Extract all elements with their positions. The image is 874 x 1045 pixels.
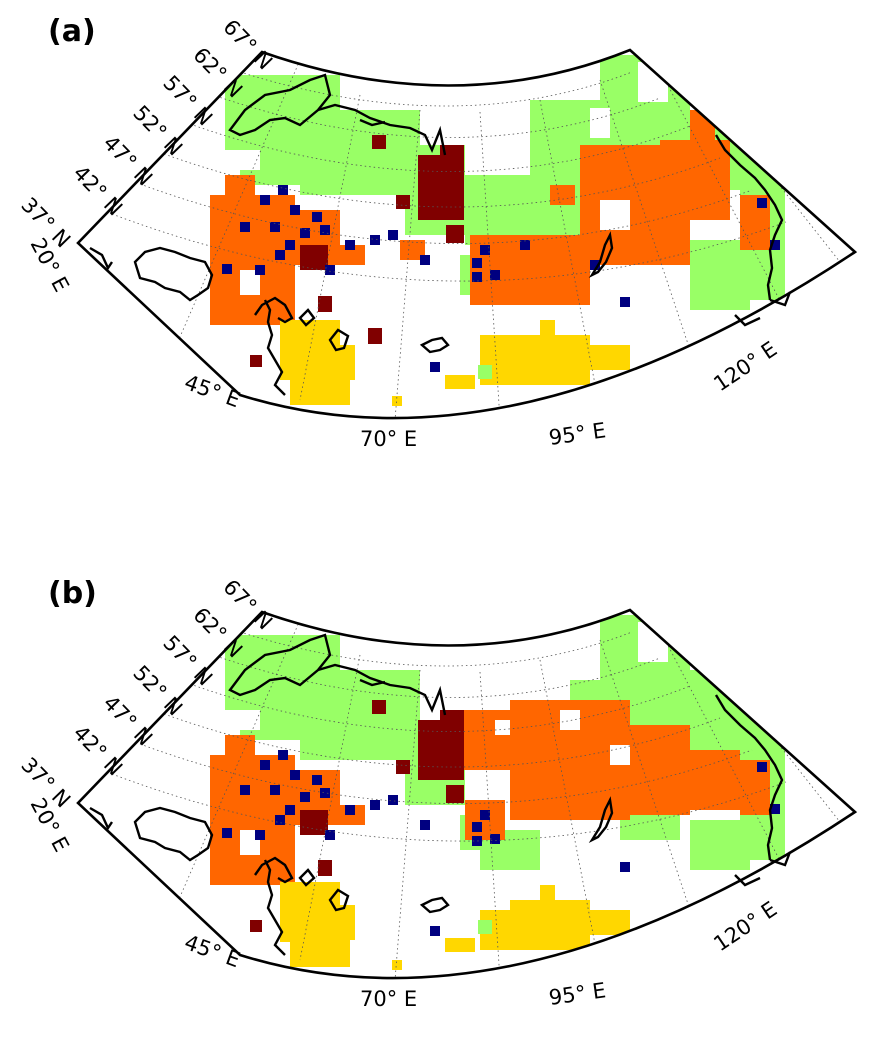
- cell-darkred: [418, 155, 464, 220]
- map-frame-b: [76, 608, 858, 980]
- cell-darkred: [250, 355, 262, 367]
- cell-blank: [590, 108, 610, 138]
- map-panel-b: (b): [0, 560, 874, 1040]
- cell-orange: [225, 735, 255, 755]
- cell-darkred: [300, 810, 328, 835]
- cell-orange: [225, 175, 255, 195]
- navy-cells-b: [222, 750, 780, 936]
- pacific-coast: [714, 694, 784, 861]
- cell-yellow: [590, 345, 630, 370]
- lon-label-45: 45° E: [181, 370, 243, 412]
- lon-label-120: 120° E: [709, 897, 781, 956]
- cell-orange: [660, 140, 730, 220]
- lon-label-95: 95° E: [547, 418, 607, 450]
- cell-darkred: [446, 785, 464, 803]
- cell-blank: [495, 720, 510, 735]
- cell-blank: [230, 710, 260, 730]
- map-panel-a: (a): [0, 0, 874, 480]
- cell-yellow: [392, 960, 402, 970]
- cell-darkred: [440, 710, 464, 730]
- cell-orange: [680, 750, 740, 810]
- lon-label-120: 120° E: [709, 337, 781, 396]
- lon-label-45: 45° E: [181, 930, 243, 972]
- cell-blank: [638, 622, 668, 662]
- cell-yellow: [540, 885, 555, 900]
- map-svg-a: 67° N 62° N 57° N 52° N 47° N 42° N 37° …: [16, 15, 858, 451]
- cell-green: [478, 920, 492, 934]
- coastlines-a: [89, 73, 792, 396]
- balkhash-lake: [419, 336, 450, 354]
- grid-cells-a: [210, 55, 785, 406]
- cell-darkred: [372, 700, 386, 714]
- cell-yellow: [540, 320, 555, 335]
- cell-orange: [400, 240, 425, 260]
- cell-yellow: [445, 375, 475, 389]
- cell-yellow: [590, 910, 630, 935]
- cell-darkred: [318, 860, 332, 876]
- baikal-lake: [588, 231, 614, 278]
- scandinavia-coast: [228, 633, 332, 697]
- aral-sea: [328, 888, 350, 912]
- cell-yellow: [392, 396, 402, 406]
- navy-cells-a: [222, 185, 780, 372]
- lat-label-52: 52° N: [128, 101, 187, 161]
- lat-label-42: 42° N: [68, 161, 127, 221]
- cell-yellow: [445, 938, 475, 952]
- cell-blank: [638, 62, 668, 102]
- cell-darkred: [440, 145, 464, 165]
- baikal-lake: [588, 796, 614, 843]
- black-sea-coast: [133, 246, 214, 302]
- grid-cells-b: [210, 615, 785, 970]
- cell-darkred: [396, 195, 410, 209]
- cell-orange: [550, 185, 575, 205]
- cell-green: [478, 365, 492, 379]
- cell-blank: [240, 270, 260, 295]
- cell-yellow: [330, 905, 355, 940]
- cell-darkred: [318, 296, 332, 312]
- cell-darkred: [372, 135, 386, 149]
- panel-label-a: (a): [48, 14, 96, 49]
- cell-yellow: [330, 345, 355, 380]
- lon-label-70: 70° E: [360, 427, 417, 451]
- cell-darkred: [446, 225, 464, 243]
- balkhash-lake: [419, 896, 450, 914]
- cell-orange: [600, 725, 690, 815]
- cell-blank: [610, 745, 630, 765]
- map-svg-b: 67° N 62° N 57° N 52° N 47° N 42° N 37° …: [16, 575, 858, 1011]
- map-frame-a: [76, 48, 858, 420]
- cell-darkred: [250, 920, 262, 932]
- cell-darkred: [300, 245, 328, 270]
- scandinavia-coast: [228, 73, 332, 137]
- cell-darkred: [396, 760, 410, 774]
- cell-green: [680, 670, 780, 750]
- coastlines-b: [89, 633, 792, 956]
- lat-label-52: 52° N: [128, 661, 187, 721]
- cell-yellow: [510, 335, 590, 385]
- black-sea-coast: [133, 806, 214, 862]
- cell-darkred: [368, 328, 382, 344]
- lat-label-47: 47° N: [98, 131, 157, 191]
- lon-label-95: 95° E: [547, 978, 607, 1010]
- cell-blank: [560, 710, 580, 730]
- aral-sea: [328, 328, 350, 352]
- lat-label-42: 42° N: [68, 721, 127, 781]
- cell-blank: [600, 200, 630, 230]
- cell-blank: [230, 150, 260, 170]
- panel-label-b: (b): [48, 576, 97, 611]
- lon-label-70: 70° E: [360, 987, 417, 1011]
- cell-blank: [730, 120, 750, 140]
- pacific-coast: [714, 134, 784, 301]
- cell-yellow: [510, 900, 590, 950]
- lat-label-47: 47° N: [98, 691, 157, 751]
